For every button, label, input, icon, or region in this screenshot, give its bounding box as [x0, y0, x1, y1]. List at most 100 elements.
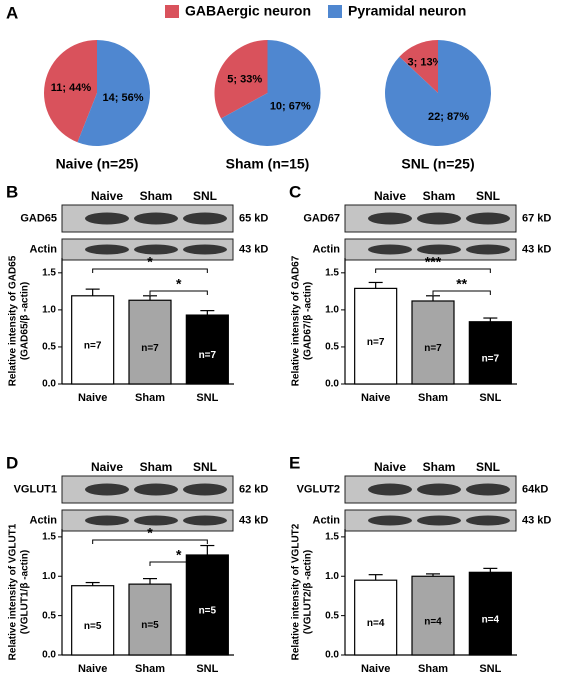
x-tick-label: Sham — [418, 663, 448, 675]
y-axis-label: Relative intensity of VGLUT2 — [291, 523, 302, 660]
y-axis-label: Relative intensity of GAD67 — [291, 255, 302, 386]
y-tick-label: 0.0 — [42, 650, 56, 661]
panel-letter: D — [6, 453, 18, 472]
lane-label: Naive — [374, 189, 406, 203]
significance-bracket — [149, 290, 208, 295]
n-label: n=7 — [482, 354, 500, 365]
protein-label: VGLUT2 — [297, 483, 340, 495]
protein-label: VGLUT1 — [14, 483, 57, 495]
slice-label: 11; 44% — [51, 82, 92, 94]
x-tick-label: SNL — [196, 392, 218, 404]
y-axis-label: (GAD67/β -actin) — [303, 282, 314, 360]
y-axis-label: (VGLUT2/β -actin) — [303, 550, 314, 634]
size-label: 43 kD — [239, 514, 268, 526]
protein-label: Actin — [313, 243, 341, 255]
protein-label: Actin — [30, 514, 58, 526]
x-tick-label: Naive — [78, 663, 107, 675]
y-tick-label: 1.5 — [325, 267, 339, 278]
y-tick-label: 0.5 — [325, 610, 339, 621]
bar — [185, 554, 229, 656]
blot-band — [85, 212, 129, 225]
y-tick-label: 0.5 — [42, 342, 56, 353]
n-label: n=4 — [424, 616, 442, 627]
blot-band — [85, 515, 129, 526]
significance-bracket — [149, 561, 208, 566]
pie-slice — [77, 40, 150, 146]
protein-label: Actin — [313, 514, 341, 526]
size-label: 65 kD — [239, 212, 268, 224]
lane-label: Sham — [140, 189, 173, 203]
bar — [185, 314, 229, 385]
n-label: n=5 — [84, 621, 102, 632]
legend-swatch — [328, 5, 342, 18]
significance-label: ** — [456, 276, 467, 292]
n-label: n=7 — [199, 350, 217, 361]
x-tick-label: Naive — [361, 663, 390, 675]
pie-slice — [385, 40, 491, 146]
x-tick-label: Sham — [135, 663, 165, 675]
significance-label: * — [147, 525, 153, 541]
x-tick-label: SNL — [479, 663, 501, 675]
significance-label: * — [176, 276, 182, 292]
x-tick-label: Sham — [135, 392, 165, 404]
significance-label: *** — [425, 254, 442, 270]
panel-letter: B — [6, 182, 18, 201]
y-tick-label: 1.5 — [42, 267, 56, 278]
y-axis-label: (GAD65/β -actin) — [20, 282, 31, 360]
blot-band — [183, 483, 227, 496]
y-tick-label: 0.0 — [42, 379, 56, 390]
blot-band — [134, 212, 178, 225]
y-axis-label: Relative intensity of GAD65 — [8, 255, 19, 386]
bar — [468, 571, 512, 656]
legend-label: GABAergic neuron — [185, 3, 311, 19]
pie-slice — [214, 39, 268, 119]
x-tick-label: SNL — [479, 392, 501, 404]
size-label: 62 kD — [239, 483, 268, 495]
lane-label: Naive — [91, 460, 123, 474]
n-label: n=5 — [141, 620, 159, 631]
n-label: n=7 — [141, 343, 159, 354]
size-label: 43 kD — [522, 243, 551, 255]
panel-letter: A — [6, 3, 18, 22]
blot-band — [466, 483, 510, 496]
pie-title: Sham (n=15) — [226, 156, 310, 172]
slice-label: 10; 67% — [270, 100, 311, 112]
blot-band — [368, 212, 412, 225]
slice-label: 5; 33% — [227, 73, 262, 85]
blot-band — [417, 212, 461, 225]
blot-band — [134, 515, 178, 526]
size-label: 43 kD — [522, 514, 551, 526]
blot-band — [85, 483, 129, 496]
blot-band — [417, 483, 461, 496]
y-tick-label: 1.5 — [325, 532, 339, 543]
panel-letter: E — [289, 453, 300, 472]
blot-band — [466, 244, 510, 255]
y-tick-label: 0.5 — [42, 610, 56, 621]
lane-label: SNL — [193, 189, 217, 203]
blot-band — [183, 244, 227, 255]
blot-band — [417, 244, 461, 255]
n-label: n=5 — [199, 606, 217, 617]
pie-title: Naive (n=25) — [56, 156, 139, 172]
lane-label: Sham — [423, 189, 456, 203]
significance-bracket — [92, 539, 208, 544]
y-tick-label: 1.0 — [325, 571, 339, 582]
bar — [71, 295, 115, 385]
y-tick-label: 1.0 — [42, 305, 56, 316]
lane-label: SNL — [193, 460, 217, 474]
pie-slice — [399, 40, 438, 93]
y-tick-label: 1.0 — [42, 571, 56, 582]
protein-label: Actin — [30, 243, 58, 255]
significance-label: * — [176, 547, 182, 563]
pie-slice — [221, 40, 321, 146]
lane-label: SNL — [476, 189, 500, 203]
bar — [468, 321, 512, 385]
y-axis-label: Relative intensity of VGLUT1 — [8, 523, 19, 660]
n-label: n=7 — [424, 343, 442, 354]
blot-band — [134, 244, 178, 255]
y-tick-label: 0.0 — [325, 650, 339, 661]
size-label: 43 kD — [239, 243, 268, 255]
blot-band — [368, 483, 412, 496]
protein-label: GAD67 — [303, 212, 340, 224]
n-label: n=4 — [482, 614, 500, 625]
